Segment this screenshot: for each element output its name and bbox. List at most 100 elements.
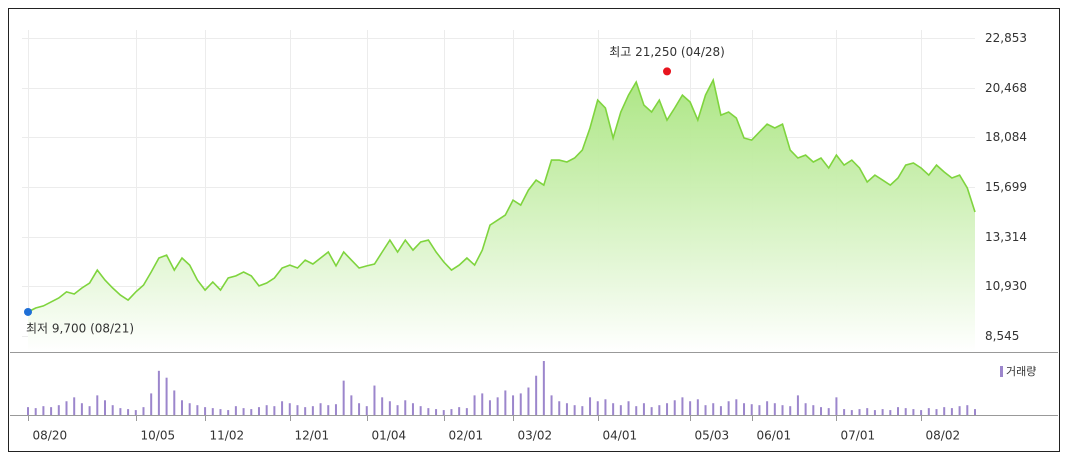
volume-bar [65, 401, 68, 415]
volume-bar [950, 408, 953, 415]
volume-bar [781, 405, 784, 415]
volume-bar [388, 401, 391, 415]
volume-bar [519, 393, 522, 415]
volume-bar [735, 399, 738, 415]
volume-bar [265, 405, 268, 415]
volume-bar [881, 409, 884, 415]
volume-bar [50, 407, 53, 415]
price-line [27, 77, 976, 313]
volume-bar [927, 408, 930, 415]
volume-bar [766, 401, 769, 415]
volume-bar [650, 407, 653, 415]
legend-swatch [1000, 366, 1003, 377]
volume-bar [427, 408, 430, 415]
volume-bar [496, 397, 499, 415]
volume-bar [435, 409, 438, 415]
volume-bar [904, 408, 907, 415]
volume-bar [396, 405, 399, 415]
volume-bar [920, 410, 923, 415]
volume-bar [150, 393, 153, 415]
volume-bar [173, 390, 176, 415]
volume-bar [165, 377, 168, 415]
volume-bar [512, 395, 515, 415]
volume-bar [873, 410, 876, 415]
volume-bar [866, 408, 869, 415]
volume-bar [827, 408, 830, 415]
volume-bar [404, 400, 407, 415]
volume-bar [958, 406, 961, 415]
volume-bar [250, 409, 253, 415]
volume-bar [943, 407, 946, 415]
annotation-label: 최고 21,250 (04/28) [609, 45, 725, 59]
x-tick-label: 01/04 [372, 429, 407, 443]
volume-bar [750, 404, 753, 415]
volume-bar [642, 403, 645, 415]
y-tick-label: 13,314 [985, 230, 1027, 244]
volume-bar [34, 408, 37, 415]
volume-bar [658, 405, 661, 415]
volume-bar [581, 406, 584, 415]
volume-bar [696, 399, 699, 415]
volume-bar [358, 403, 361, 415]
x-tick-label: 08/02 [926, 429, 961, 443]
x-tick-label: 05/03 [695, 429, 730, 443]
volume-bar [789, 406, 792, 415]
volume-bar [558, 401, 561, 415]
volume-bar [604, 399, 607, 415]
volume-bar [119, 408, 122, 415]
volume-bar [257, 407, 260, 415]
volume-bar [204, 407, 207, 415]
volume-bar [889, 410, 892, 415]
volume-bar [850, 410, 853, 415]
volume-bar [535, 375, 538, 415]
volume-bar [542, 361, 545, 415]
volume-bar [465, 408, 468, 415]
x-tick-label: 03/02 [518, 429, 553, 443]
y-tick-label: 10,930 [985, 279, 1027, 293]
volume-bar [80, 403, 83, 415]
volume-bar [488, 400, 491, 415]
volume-bar [227, 410, 230, 415]
volume-bar [912, 409, 915, 415]
volume-bar [281, 401, 284, 415]
annotation-dot [663, 67, 672, 76]
x-tick-label: 08/20 [33, 429, 68, 443]
x-tick-label: 07/01 [841, 429, 876, 443]
volume-bar [342, 380, 345, 415]
volume-bar [234, 406, 237, 415]
volume-bar [157, 370, 160, 415]
volume-bar [419, 406, 422, 415]
volume-bar [381, 397, 384, 415]
volume-bar [88, 406, 91, 415]
volume-bar [142, 407, 145, 415]
volume-bar [188, 403, 191, 415]
volume-bar [334, 404, 337, 415]
y-tick-label: 22,853 [985, 31, 1027, 45]
volume-bar [180, 400, 183, 415]
volume-bar [442, 410, 445, 415]
volume-bar [365, 406, 368, 415]
volume-bar [273, 406, 276, 415]
volume-bar [712, 403, 715, 415]
y-tick-label: 18,084 [985, 130, 1027, 144]
volume-bar [96, 395, 99, 415]
y-tick-label: 8,545 [985, 329, 1019, 343]
annotation-label: 최저 9,700 (08/21) [26, 321, 134, 335]
volume-bar [327, 405, 330, 415]
volume-bar [773, 403, 776, 415]
volume-bar [242, 408, 245, 415]
volume-bar [627, 401, 630, 415]
x-tick-label: 06/01 [757, 429, 792, 443]
volume-bar [897, 407, 900, 415]
volume-bar [319, 403, 322, 415]
volume-bar [727, 401, 730, 415]
volume-bar [743, 403, 746, 415]
y-tick-label: 15,699 [985, 180, 1027, 194]
x-tick-label: 10/05 [141, 429, 176, 443]
volume-bar [804, 403, 807, 415]
volume-bar [296, 405, 299, 415]
volume-bar [350, 395, 353, 415]
x-tick-label: 04/01 [603, 429, 638, 443]
volume-bar [411, 403, 414, 415]
volume-bar [57, 405, 60, 415]
